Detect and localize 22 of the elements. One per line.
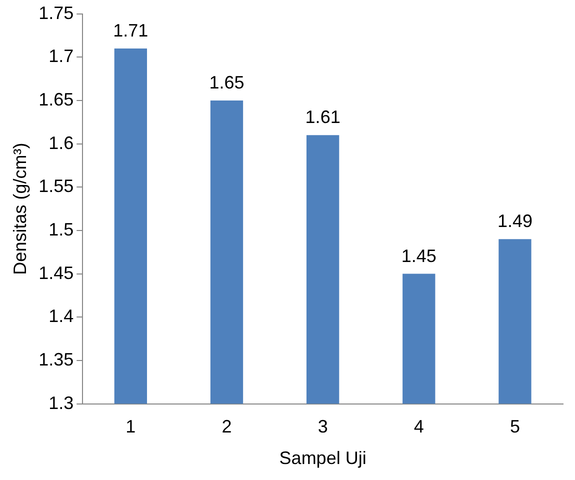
y-tick-label: 1.5 [48,219,74,240]
data-label: 1.71 [113,20,148,40]
x-axis-title: Sampel Uji [279,448,366,468]
y-tick-label: 1.7 [48,46,74,66]
y-tick-label: 1.45 [38,262,74,283]
x-tick-label: 3 [318,416,328,437]
data-label: 1.45 [401,246,436,266]
x-tick-label: 5 [510,416,520,437]
data-label: 1.49 [497,211,532,232]
y-tick-label: 1.55 [38,176,74,196]
data-label: 1.65 [209,72,244,92]
x-tick-label: 2 [222,416,232,437]
y-tick-label: 1.4 [48,306,74,326]
y-tick-label: 1.35 [38,349,74,370]
y-tick-label: 1.65 [38,89,74,110]
data-label: 1.61 [305,107,340,128]
y-tick-label: 1.6 [48,132,74,153]
y-axis-title: Densitas (g/cm³) [10,142,30,275]
y-tick-label: 1.75 [38,2,74,23]
x-tick-label: 1 [126,416,136,437]
x-tick-label: 4 [414,416,424,437]
y-tick-label: 1.3 [48,392,74,413]
